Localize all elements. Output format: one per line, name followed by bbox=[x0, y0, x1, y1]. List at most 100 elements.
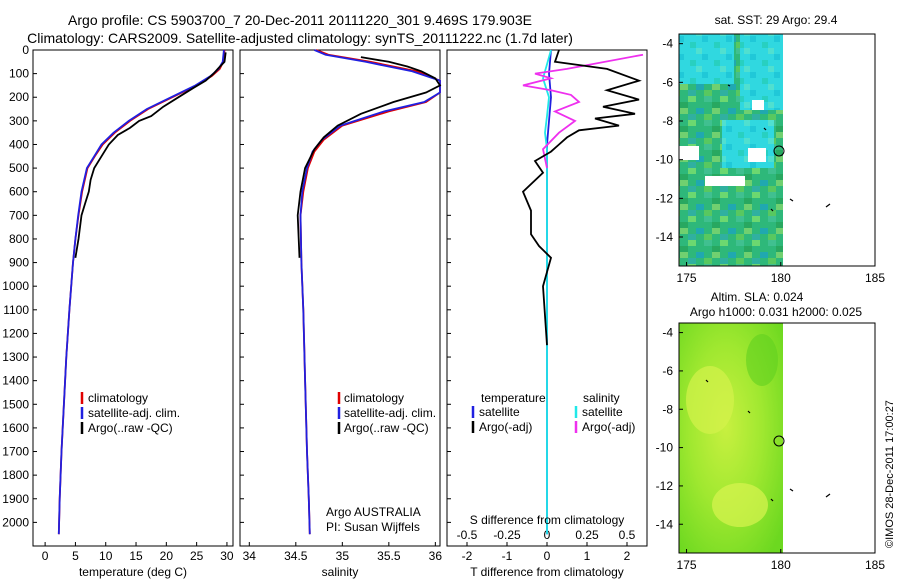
salinity-legend-label: Argo(..raw -QC) bbox=[344, 421, 429, 435]
difference-legend-group-salinity: salinity bbox=[583, 391, 620, 405]
s-diff-tick-label: 0 bbox=[544, 528, 551, 542]
sst-map-panel: sat. SST: 29 Argo: 29.4 175 180 185 -4 -6 -8 -… bbox=[656, 13, 886, 285]
depth-tick-label: 1400 bbox=[2, 374, 29, 388]
sla-map-title: Altim. SLA: 0.024 bbox=[711, 290, 804, 304]
temperature-xlabel: temperature (deg C) bbox=[79, 565, 187, 579]
series-line-argo-raw-qc- bbox=[74, 52, 227, 258]
sst-missing-patch bbox=[752, 100, 764, 110]
depth-tick-label: 200 bbox=[9, 90, 29, 104]
temperature-legend-label: Argo(..raw -QC) bbox=[88, 421, 173, 435]
series-line-argo-raw-qc- bbox=[296, 56, 442, 258]
map-y-tick-label: -14 bbox=[656, 517, 674, 531]
depth-tick-label: 1900 bbox=[2, 492, 29, 506]
s-diff-tick-label: -0.5 bbox=[457, 528, 478, 542]
argo-pi-annotation: PI: Susan Wijffels bbox=[326, 520, 420, 534]
series-line-satellite-adj-clim- bbox=[57, 49, 225, 535]
map-y-tick-label: -8 bbox=[662, 114, 673, 128]
s-difference-xlabel: S difference from climatology bbox=[470, 513, 625, 527]
depth-tick-label: 1300 bbox=[2, 350, 29, 364]
x-tick-label: 5 bbox=[72, 549, 79, 563]
series-line-climatology bbox=[57, 49, 226, 535]
s-diff-tick-label: 0.5 bbox=[619, 528, 636, 542]
map-y-tick-label: -4 bbox=[662, 326, 673, 340]
depth-tick-label: 900 bbox=[9, 256, 29, 270]
difference-legend-group-temperature: temperature bbox=[481, 391, 546, 405]
depth-tick-label: 300 bbox=[9, 114, 29, 128]
sst-missing-patch bbox=[679, 146, 699, 160]
salinity-panel: 34 34.5 35 35.5 36 salinity climatology sate… bbox=[239, 49, 442, 579]
sst-map-title: sat. SST: 29 Argo: 29.4 bbox=[715, 13, 838, 27]
map-x-tick-label: 175 bbox=[677, 271, 697, 285]
depth-tick-label: 1600 bbox=[2, 421, 29, 435]
map-y-tick-label: -12 bbox=[656, 191, 674, 205]
difference-legend-label: satellite bbox=[479, 405, 520, 419]
figure-title-line-2: Climatology: CARS2009. Satellite-adjuste… bbox=[27, 30, 573, 46]
sst-missing-patch bbox=[705, 176, 745, 186]
x-tick-label: 0 bbox=[544, 549, 551, 563]
series-line-temperature-argo-adj- bbox=[521, 49, 642, 346]
depth-tick-label: 1200 bbox=[2, 326, 29, 340]
argo-location-marker-sst bbox=[773, 145, 785, 157]
island-marks-sst bbox=[727, 84, 831, 212]
temperature-panel: 0100200300400500600700800900100011001200… bbox=[2, 43, 234, 579]
sla-low-anomaly bbox=[746, 334, 778, 386]
difference-legend-label: Argo(-adj) bbox=[582, 420, 635, 434]
depth-tick-label: 600 bbox=[9, 185, 29, 199]
figure-title-line-1: Argo profile: CS 5903700_7 20-Dec-2011 2… bbox=[68, 12, 532, 28]
map-y-tick-label: -6 bbox=[662, 364, 673, 378]
difference-legend: temperature salinity satellite Argo(-adj… bbox=[471, 391, 635, 434]
salinity-legend-label: satellite-adj. clim. bbox=[344, 406, 436, 420]
sla-high-anomaly bbox=[686, 366, 734, 434]
series-line-salinity-argo-adj- bbox=[522, 53, 644, 169]
x-tick-label: -2 bbox=[462, 549, 473, 563]
map-y-tick-label: -6 bbox=[662, 75, 673, 89]
x-tick-label: 15 bbox=[129, 549, 143, 563]
depth-tick-label: 800 bbox=[9, 232, 29, 246]
map-y-tick-label: -14 bbox=[656, 230, 674, 244]
difference-panel: -2 -1 0 1 2 -0.5 -0.25 0 0.25 0.5 T difference fr… bbox=[446, 49, 648, 579]
depth-tick-label: 1500 bbox=[2, 397, 29, 411]
x-tick-label: 1 bbox=[584, 549, 591, 563]
x-tick-label: 0 bbox=[42, 549, 49, 563]
map-x-tick-label: 185 bbox=[865, 271, 885, 285]
sla-high-anomaly bbox=[712, 483, 768, 527]
salinity-legend-label: climatology bbox=[344, 391, 404, 405]
x-tick-label: 25 bbox=[190, 549, 204, 563]
sst-cyan-patch bbox=[679, 34, 734, 84]
map-y-tick-label: -4 bbox=[662, 37, 673, 51]
x-tick-label: 35 bbox=[336, 549, 350, 563]
island-marks-sla bbox=[705, 379, 831, 502]
map-x-tick-label: 175 bbox=[677, 558, 697, 572]
x-tick-label: 10 bbox=[99, 549, 113, 563]
series-line-climatology bbox=[299, 49, 441, 535]
t-difference-xlabel: T difference from climatology bbox=[470, 565, 624, 579]
x-tick-label: -1 bbox=[502, 549, 513, 563]
x-tick-label: 2 bbox=[624, 549, 631, 563]
depth-tick-label: 700 bbox=[9, 208, 29, 222]
depth-tick-label: 2000 bbox=[2, 515, 29, 529]
depth-tick-label: 1800 bbox=[2, 468, 29, 482]
argo-location-marker-sla bbox=[773, 435, 785, 447]
map-x-tick-label: 180 bbox=[771, 558, 791, 572]
depth-tick-label: 1000 bbox=[2, 279, 29, 293]
difference-legend-label: Argo(-adj) bbox=[479, 420, 532, 434]
depth-tick-label: 0 bbox=[22, 43, 29, 57]
depth-tick-label: 100 bbox=[9, 67, 29, 81]
x-tick-label: 30 bbox=[220, 549, 234, 563]
series-line-satellite-adj-clim- bbox=[299, 49, 441, 535]
map-x-tick-label: 180 bbox=[771, 271, 791, 285]
s-diff-tick-label: -0.25 bbox=[493, 528, 521, 542]
map-y-tick-label: -12 bbox=[656, 479, 674, 493]
depth-tick-label: 400 bbox=[9, 137, 29, 151]
temperature-legend-label: satellite-adj. clim. bbox=[88, 406, 180, 420]
map-y-tick-label: -8 bbox=[662, 402, 673, 416]
salinity-legend: climatology satellite-adj. clim. Argo(..… bbox=[337, 391, 436, 435]
argo-owner-annotation: Argo AUSTRALIA bbox=[326, 505, 421, 519]
temperature-legend-label: climatology bbox=[88, 391, 148, 405]
map-y-tick-label: -10 bbox=[656, 153, 674, 167]
imos-credit: ©IMOS 28-Dec-2011 17:00:27 bbox=[884, 400, 896, 548]
map-y-tick-label: -10 bbox=[656, 441, 674, 455]
depth-tick-label: 500 bbox=[9, 161, 29, 175]
map-x-tick-label: 185 bbox=[865, 558, 885, 572]
